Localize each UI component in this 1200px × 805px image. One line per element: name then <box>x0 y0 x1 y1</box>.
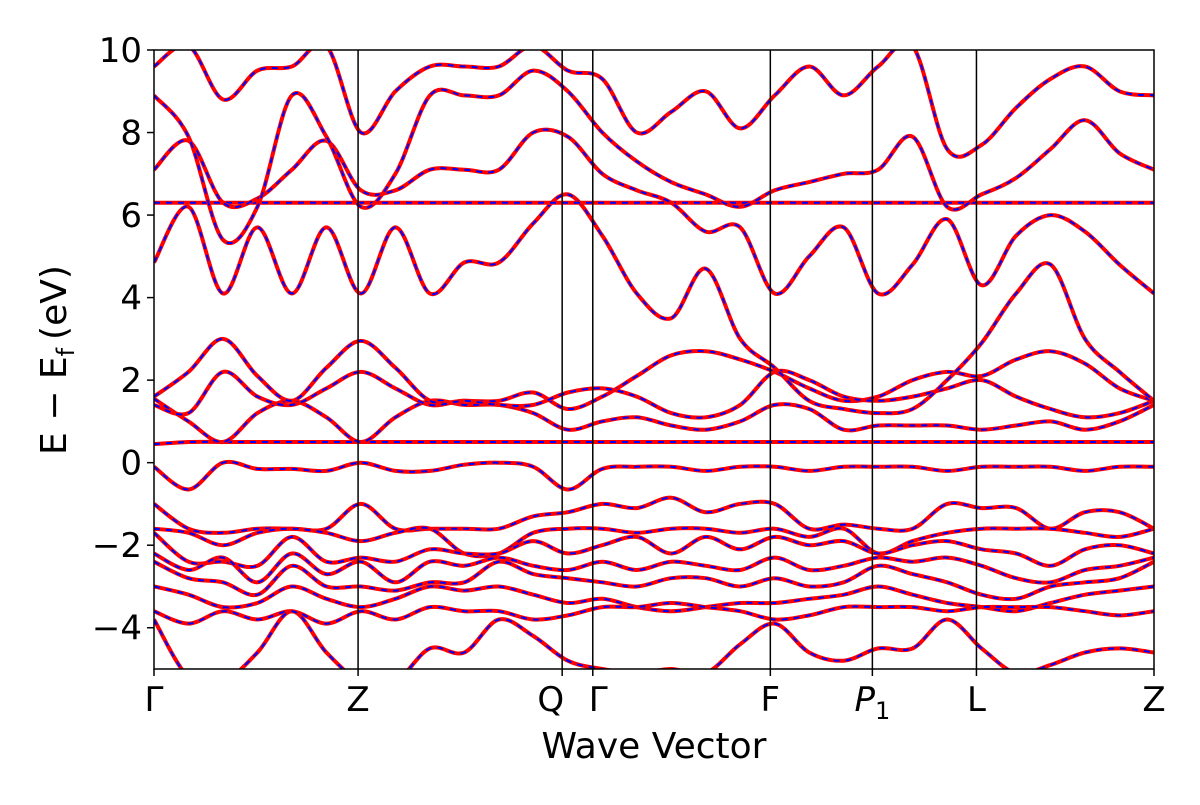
band-12-dashed-line <box>154 532 1154 569</box>
plot-frame <box>153 49 1155 670</box>
y-tick-label-2: 0 <box>120 444 142 484</box>
x-tick-label-7: Z <box>1142 680 1165 720</box>
y-tick-label-6: 8 <box>120 114 142 154</box>
x-tick-label-3: Γ <box>589 680 608 720</box>
band-5-solid-line <box>154 192 1154 416</box>
x-tick-label-4: F <box>761 680 781 720</box>
bands-layer <box>154 50 1154 669</box>
y-axis-title-unit: (eV) <box>34 265 75 340</box>
band-8-dashed-line <box>154 69 1154 245</box>
band-17-solid-line <box>154 609 1154 669</box>
y-axis-title: E − Ef (eV) <box>34 265 80 455</box>
y-ticks: −4 −2 0 2 4 6 8 10 <box>92 31 154 649</box>
x-tick-label-0: Γ <box>145 680 164 720</box>
band-1-dashed-line <box>154 440 1154 446</box>
band-16-dashed-line <box>154 601 1154 625</box>
x-tick-label-2: Q <box>537 680 564 720</box>
y-tick-label-5: 6 <box>120 196 142 236</box>
y-tick-label-3: 2 <box>120 361 142 401</box>
y-tick-label-0: −4 <box>92 609 142 649</box>
band-1-solid-line <box>154 439 1154 447</box>
band-11-dashed-line <box>154 526 1154 558</box>
x-ticks: Γ Z Q Γ F P1 L Z <box>145 669 1166 725</box>
band-14-dashed-line <box>154 560 1154 601</box>
band-12-solid-line <box>154 531 1154 570</box>
y-axis-title-subscript: f <box>52 347 80 356</box>
band-4-dashed-line <box>154 369 1154 419</box>
band-7-solid-line <box>154 127 1154 297</box>
y-tick-label-4: 4 <box>120 279 142 319</box>
y-axis-title-main: E − E <box>34 356 75 455</box>
band-0-dashed-line <box>154 460 1154 491</box>
x-tick-label-1: Z <box>346 680 369 720</box>
band-0-solid-line <box>154 459 1154 492</box>
x-tick-label-6: L <box>967 680 986 720</box>
band-2-dashed-line <box>154 397 1154 444</box>
high-symmetry-lines <box>357 50 978 669</box>
band-5-dashed-line <box>154 193 1154 415</box>
band-9-solid-line <box>154 50 1154 159</box>
band-13-dashed-line <box>154 552 1154 584</box>
band-3-dashed-line <box>154 337 1154 411</box>
y-tick-label-1: −2 <box>92 526 142 566</box>
x-tick-label-5: P1 <box>854 680 890 725</box>
band-3-solid-line <box>154 336 1154 412</box>
band-10-dashed-line <box>154 496 1154 534</box>
y-tick-label-7: 10 <box>99 31 142 71</box>
x-axis-title: Wave Vector <box>542 726 767 767</box>
